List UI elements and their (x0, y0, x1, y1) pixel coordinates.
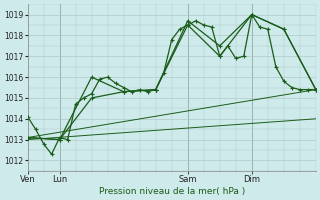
X-axis label: Pression niveau de la mer( hPa ): Pression niveau de la mer( hPa ) (99, 187, 245, 196)
